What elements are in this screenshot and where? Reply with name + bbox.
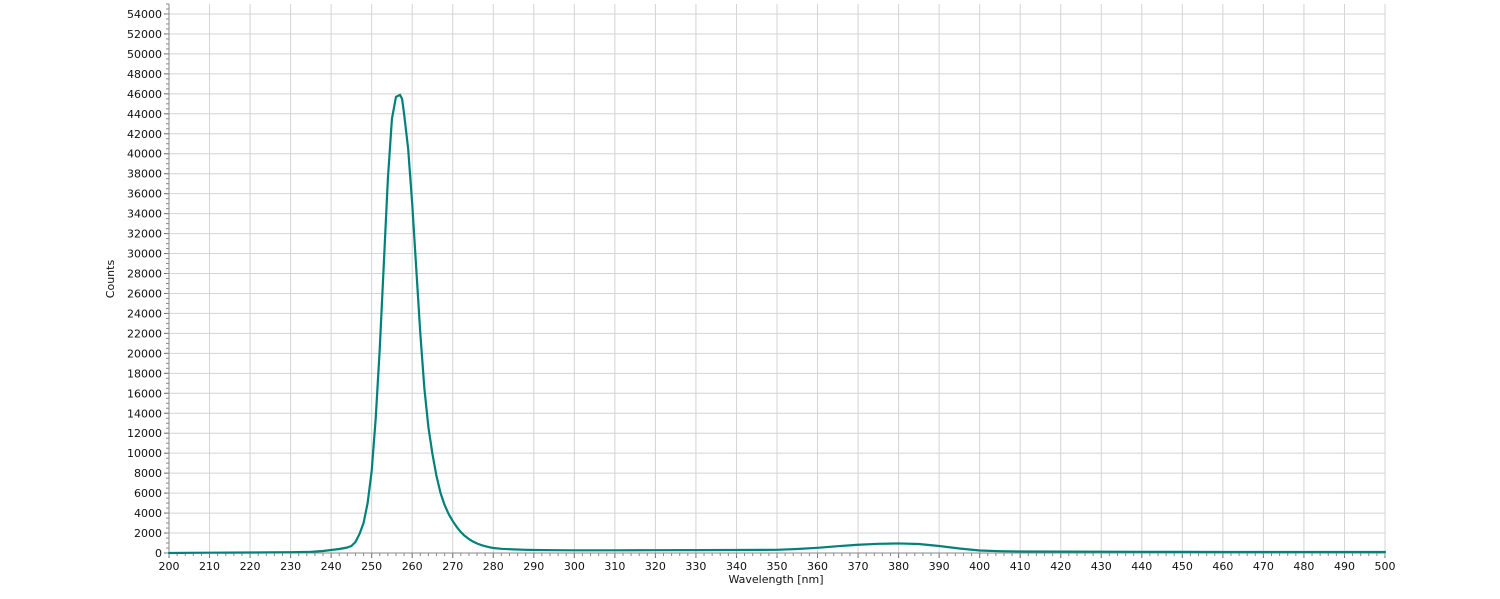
x-tick-label: 310 <box>604 560 625 573</box>
x-tick-label: 250 <box>361 560 382 573</box>
y-tick-label: 44000 <box>127 108 162 121</box>
x-tick-label: 480 <box>1293 560 1314 573</box>
y-tick-label: 12000 <box>127 427 162 440</box>
y-tick-label: 0 <box>155 547 162 560</box>
y-tick-label: 20000 <box>127 347 162 360</box>
x-tick-label: 430 <box>1091 560 1112 573</box>
x-tick-label: 420 <box>1050 560 1071 573</box>
tick-labels: 200 210 220 230 240 250 260 270 280 290 300 310 320 3… <box>127 8 1396 573</box>
y-tick-label: 4000 <box>134 507 162 520</box>
y-tick-label: 24000 <box>127 307 162 320</box>
x-tick-label: 500 <box>1375 560 1396 573</box>
y-tick-label: 48000 <box>127 68 162 81</box>
axis-ticks <box>164 3 1386 558</box>
x-tick-label: 440 <box>1131 560 1152 573</box>
grid <box>169 4 1386 553</box>
y-tick-label: 52000 <box>127 28 162 41</box>
y-tick-label: 50000 <box>127 48 162 61</box>
x-tick-label: 320 <box>645 560 666 573</box>
x-tick-label: 340 <box>726 560 747 573</box>
y-tick-label: 30000 <box>127 248 162 261</box>
y-tick-label: 28000 <box>127 268 162 281</box>
y-tick-label: 18000 <box>127 367 162 380</box>
y-tick-label: 8000 <box>134 467 162 480</box>
x-tick-label: 220 <box>240 560 261 573</box>
x-tick-label: 260 <box>402 560 423 573</box>
y-tick-label: 54000 <box>127 8 162 21</box>
y-tick-label: 6000 <box>134 487 162 500</box>
x-axis-title: Wavelength [nm] <box>728 573 823 586</box>
spectrum-series-line <box>167 93 1387 555</box>
x-tick-label: 360 <box>807 560 828 573</box>
x-tick-label: 270 <box>442 560 463 573</box>
x-tick-label: 490 <box>1334 560 1355 573</box>
x-tick-label: 370 <box>848 560 869 573</box>
y-tick-label: 10000 <box>127 447 162 460</box>
x-tick-label: 200 <box>159 560 180 573</box>
x-tick-label: 290 <box>523 560 544 573</box>
x-tick-label: 330 <box>685 560 706 573</box>
x-tick-label: 210 <box>199 560 220 573</box>
y-tick-label: 2000 <box>134 527 162 540</box>
y-tick-label: 22000 <box>127 327 162 340</box>
x-tick-label: 350 <box>767 560 788 573</box>
y-tick-label: 34000 <box>127 208 162 221</box>
y-tick-label: 40000 <box>127 148 162 161</box>
y-tick-label: 46000 <box>127 88 162 101</box>
x-tick-label: 230 <box>280 560 301 573</box>
x-tick-label: 460 <box>1212 560 1233 573</box>
y-tick-label: 42000 <box>127 128 162 141</box>
series-layer <box>167 93 1387 555</box>
y-tick-label: 38000 <box>127 168 162 181</box>
x-tick-label: 380 <box>888 560 909 573</box>
x-tick-label: 400 <box>969 560 990 573</box>
x-tick-label: 450 <box>1172 560 1193 573</box>
x-tick-label: 470 <box>1253 560 1274 573</box>
x-tick-label: 390 <box>929 560 950 573</box>
y-axis-title: Counts <box>104 260 117 299</box>
x-tick-label: 280 <box>483 560 504 573</box>
y-tick-label: 32000 <box>127 228 162 241</box>
x-tick-label: 410 <box>1010 560 1031 573</box>
y-tick-label: 14000 <box>127 407 162 420</box>
x-tick-label: 300 <box>564 560 585 573</box>
y-tick-label: 16000 <box>127 387 162 400</box>
y-tick-label: 26000 <box>127 287 162 300</box>
y-tick-label: 36000 <box>127 188 162 201</box>
x-tick-label: 240 <box>321 560 342 573</box>
